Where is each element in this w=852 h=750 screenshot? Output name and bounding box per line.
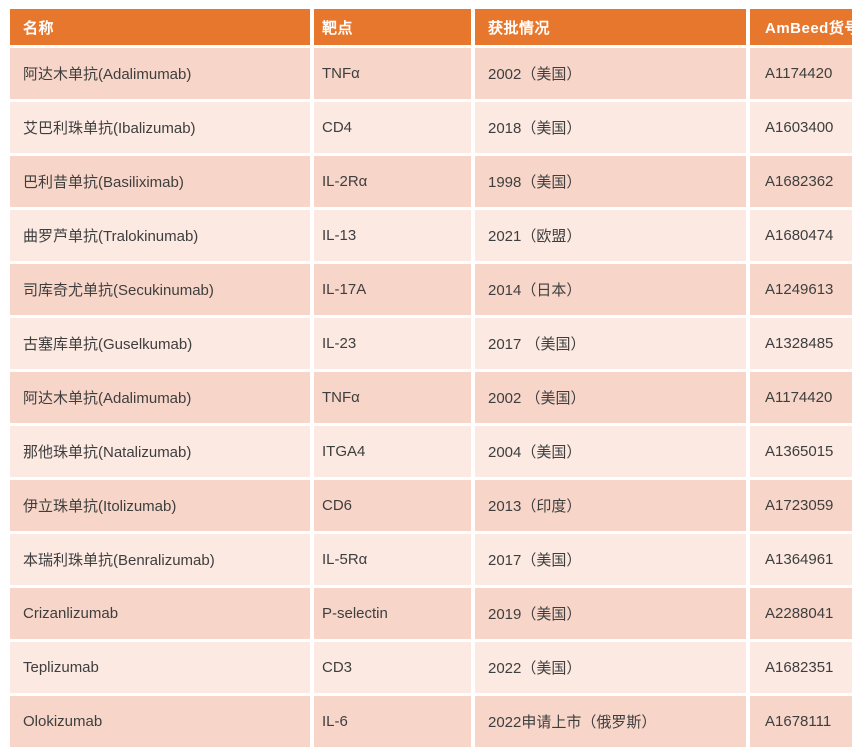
- cell-approval: 1998（美国）: [471, 153, 750, 210]
- header-row: 名称 靶点 获批情况 AmBeed货号: [6, 6, 852, 48]
- cell-catalog: A1364961: [746, 531, 852, 588]
- cell-catalog: A1682362: [746, 153, 852, 210]
- cell-catalog: A1682351: [746, 639, 852, 696]
- cell-name: Crizanlizumab: [6, 585, 314, 642]
- cell-name: 古塞库单抗(Guselkumab): [6, 315, 314, 372]
- table-row: 古塞库单抗(Guselkumab) IL-23 2017 （美国） A1328485: [6, 315, 852, 372]
- cell-name: 巴利昔单抗(Basiliximab): [6, 153, 314, 210]
- cell-name: 那他珠单抗(Natalizumab): [6, 423, 314, 480]
- table-row: 曲罗芦单抗(Tralokinumab) IL-13 2021（欧盟） A1680474: [6, 207, 852, 264]
- table-header: 名称 靶点 获批情况 AmBeed货号: [6, 6, 852, 48]
- cell-catalog: A1723059: [746, 477, 852, 534]
- antibody-table-page: 名称 靶点 获批情况 AmBeed货号 阿达木单抗(Adalimumab) TNF…: [6, 6, 852, 750]
- table-row: 巴利昔单抗(Basiliximab) IL-2Rα 1998（美国） A1682362: [6, 153, 852, 210]
- cell-target: IL-23: [310, 315, 475, 372]
- cell-target: P-selectin: [310, 585, 475, 642]
- cell-target: IL-13: [310, 207, 475, 264]
- cell-catalog: A1174420: [746, 369, 852, 426]
- cell-approval: 2022申请上市（俄罗斯）: [471, 693, 750, 750]
- cell-catalog: A1603400: [746, 99, 852, 156]
- cell-catalog: A1328485: [746, 315, 852, 372]
- cell-catalog: A1174420: [746, 45, 852, 102]
- cell-approval: 2002（美国）: [471, 45, 750, 102]
- column-header-catalog: AmBeed货号: [746, 6, 852, 48]
- antibody-table: 名称 靶点 获批情况 AmBeed货号 阿达木单抗(Adalimumab) TNF…: [6, 6, 852, 750]
- cell-catalog: A2288041: [746, 585, 852, 642]
- cell-target: IL-2Rα: [310, 153, 475, 210]
- cell-catalog: A1678111: [746, 693, 852, 750]
- table-row: Teplizumab CD3 2022（美国） A1682351: [6, 639, 852, 696]
- column-header-target: 靶点: [310, 6, 475, 48]
- cell-target: IL-5Rα: [310, 531, 475, 588]
- table-row: Olokizumab IL-6 2022申请上市（俄罗斯） A1678111: [6, 693, 852, 750]
- cell-target: TNFα: [310, 45, 475, 102]
- cell-approval: 2004（美国）: [471, 423, 750, 480]
- cell-approval: 2019（美国）: [471, 585, 750, 642]
- cell-approval: 2022（美国）: [471, 639, 750, 696]
- table-row: 阿达木单抗(Adalimumab) TNFα 2002 （美国） A1174420: [6, 369, 852, 426]
- cell-name: 伊立珠单抗(Itolizumab): [6, 477, 314, 534]
- cell-approval: 2018（美国）: [471, 99, 750, 156]
- cell-approval: 2021（欧盟）: [471, 207, 750, 264]
- cell-approval: 2002 （美国）: [471, 369, 750, 426]
- cell-target: CD6: [310, 477, 475, 534]
- table-row: 伊立珠单抗(Itolizumab) CD6 2013（印度） A1723059: [6, 477, 852, 534]
- table-row: 艾巴利珠单抗(Ibalizumab) CD4 2018（美国） A1603400: [6, 99, 852, 156]
- cell-target: TNFα: [310, 369, 475, 426]
- cell-name: 艾巴利珠单抗(Ibalizumab): [6, 99, 314, 156]
- table-row: 本瑞利珠单抗(Benralizumab) IL-5Rα 2017（美国） A13649…: [6, 531, 852, 588]
- column-header-approval: 获批情况: [471, 6, 750, 48]
- cell-catalog: A1249613: [746, 261, 852, 318]
- cell-approval: 2017（美国）: [471, 531, 750, 588]
- cell-catalog: A1365015: [746, 423, 852, 480]
- cell-name: 本瑞利珠单抗(Benralizumab): [6, 531, 314, 588]
- table-row: 阿达木单抗(Adalimumab) TNFα 2002（美国） A1174420: [6, 45, 852, 102]
- cell-name: Teplizumab: [6, 639, 314, 696]
- cell-target: IL-6: [310, 693, 475, 750]
- table-row: Crizanlizumab P-selectin 2019（美国） A2288041: [6, 585, 852, 642]
- cell-approval: 2014（日本）: [471, 261, 750, 318]
- cell-name: 司库奇尤单抗(Secukinumab): [6, 261, 314, 318]
- cell-name: Olokizumab: [6, 693, 314, 750]
- cell-name: 阿达木单抗(Adalimumab): [6, 369, 314, 426]
- cell-name: 阿达木单抗(Adalimumab): [6, 45, 314, 102]
- cell-approval: 2017 （美国）: [471, 315, 750, 372]
- cell-name: 曲罗芦单抗(Tralokinumab): [6, 207, 314, 264]
- cell-target: CD3: [310, 639, 475, 696]
- cell-catalog: A1680474: [746, 207, 852, 264]
- table-row: 那他珠单抗(Natalizumab) ITGA4 2004（美国） A1365015: [6, 423, 852, 480]
- cell-target: ITGA4: [310, 423, 475, 480]
- cell-approval: 2013（印度）: [471, 477, 750, 534]
- cell-target: IL-17A: [310, 261, 475, 318]
- table-row: 司库奇尤单抗(Secukinumab) IL-17A 2014（日本） A124961…: [6, 261, 852, 318]
- table-body: 阿达木单抗(Adalimumab) TNFα 2002（美国） A1174420 艾巴利…: [6, 45, 852, 750]
- column-header-name: 名称: [6, 6, 314, 48]
- cell-target: CD4: [310, 99, 475, 156]
